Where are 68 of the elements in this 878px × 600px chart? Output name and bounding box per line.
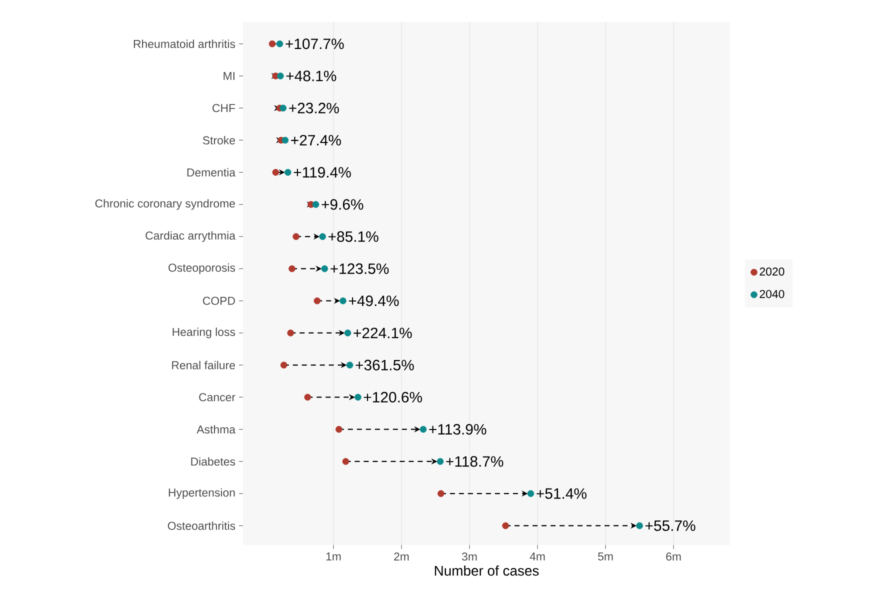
point [277,72,284,80]
point [340,297,346,304]
y-tick-label: Asthma [196,425,236,434]
annotation: +48.1% [286,70,336,82]
x-tick-label: 1m [326,552,341,560]
y-tick-label: Cancer [199,393,236,402]
y-tick-label: Osteoarthritis [168,522,236,530]
y-tick-label: MI [224,72,234,80]
point [344,330,352,336]
point [292,233,300,240]
annotation: +55.7% [645,520,696,531]
annotation: +120.6% [364,392,422,402]
point [280,362,288,368]
point [420,426,427,433]
annotation: +85.1% [328,231,378,242]
point [502,522,509,530]
point [314,297,321,304]
point [272,168,280,176]
x-tick-label: 5m [598,552,613,561]
x-tick-label: 6m [666,552,681,561]
annotation: +224.1% [354,328,412,338]
y-tick-label: Hearing loss [172,328,236,338]
annotation: +51.4% [536,488,586,499]
y-tick-label: Diabetes [191,457,236,466]
point [319,233,326,240]
annotation: +107.7% [286,38,344,50]
annotation: +49.4% [348,296,399,306]
point [282,136,289,144]
legend-label: 2040 [760,290,784,298]
y-tick-label: Hypertension [168,488,235,499]
point [280,104,287,112]
point [346,362,354,368]
annotation: +9.6% [322,199,364,210]
point [304,394,312,401]
x-tick-label: 4m [530,552,545,560]
point [284,168,292,176]
annotation: +118.7% [446,456,504,467]
point [287,330,294,336]
y-tick-label: COPD [202,296,235,305]
annotation: +27.4% [291,134,341,146]
annotation: +361.5% [356,360,414,370]
annotation: +23.2% [289,102,339,114]
annotation: +119.4% [294,167,351,178]
point [438,490,444,497]
y-tick-label: Dementia [187,168,236,177]
y-tick-label: Osteoporosis [168,263,236,274]
y-tick-label: CHF [212,104,236,112]
x-tick-label: 3m [462,552,477,561]
point [354,394,362,401]
y-tick-label: Renal failure [172,360,235,370]
y-tick-label: Cardiac arrythmia [146,231,236,242]
point [436,458,444,465]
legend-label: 2020 [760,268,784,276]
point [336,426,342,433]
point [312,201,320,208]
point [288,265,296,272]
point [276,40,284,48]
annotation: +113.9% [429,424,486,435]
point [527,490,534,497]
point [636,522,643,530]
x-tick-label: 2m [394,552,409,561]
y-tick-label: Stroke [202,136,235,144]
y-tick-label: Rheumatoid arthritis [134,40,236,48]
point [321,265,328,272]
point [342,458,350,465]
y-tick-label: Chronic coronary syndrome [95,199,235,210]
annotation: +123.5% [330,263,389,274]
x-axis-title: Number of cases [434,565,539,576]
